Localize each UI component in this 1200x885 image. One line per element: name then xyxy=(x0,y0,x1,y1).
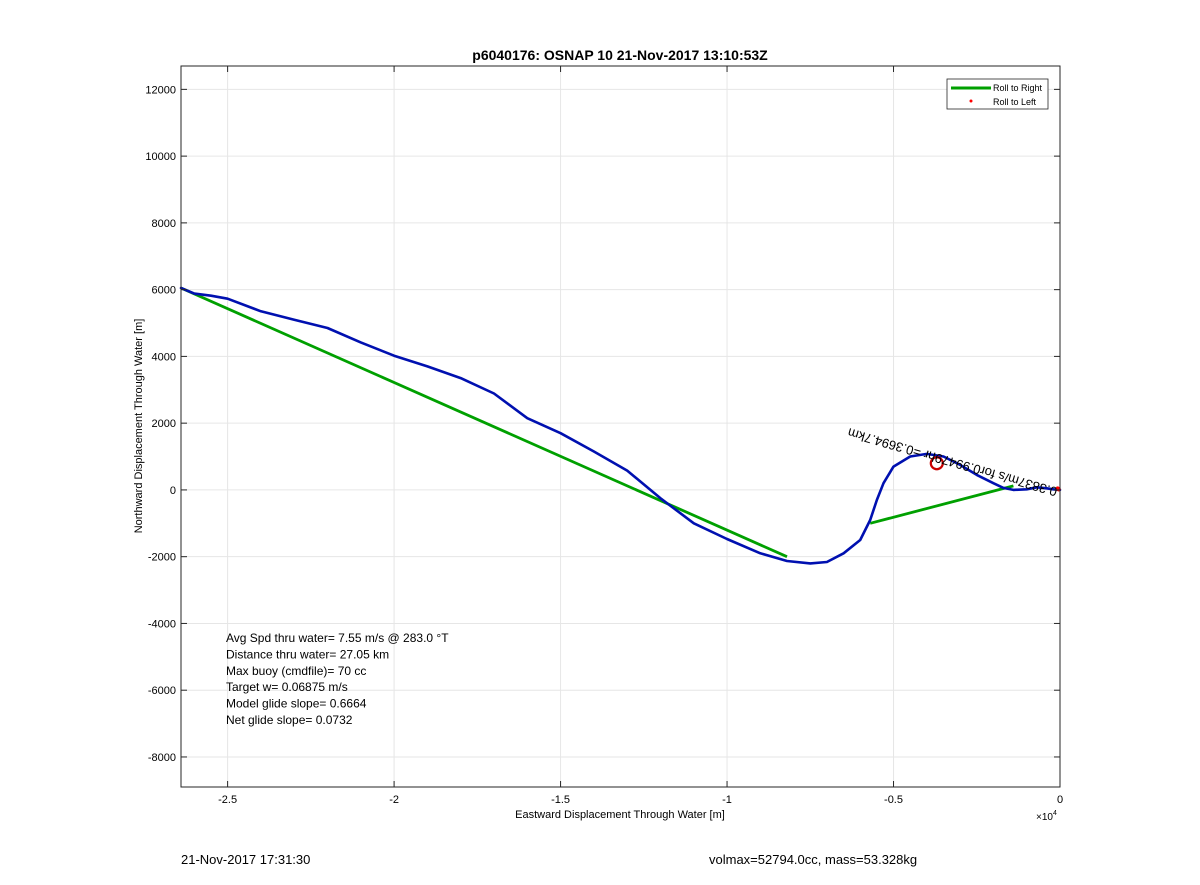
y-tick-label: 10000 xyxy=(145,151,176,163)
chart-title: p6040176: OSNAP 10 21-Nov-2017 13:10:53Z xyxy=(472,47,768,63)
y-tick-label: 8000 xyxy=(152,218,176,230)
y-tick-label: 6000 xyxy=(152,285,176,297)
axis-ticks: -2.5 -2 -1.5 -1 -0.5 0 -8000 -6000 -4000 -2000 0 20… xyxy=(145,66,1063,806)
stats-annotation-line: Distance thru water= 27.05 km xyxy=(226,647,389,661)
footer-timestamp: 21-Nov-2017 17:31:30 xyxy=(181,852,311,867)
legend-label-roll-right: Roll to Right xyxy=(993,83,1043,93)
x-tick-label: 0 xyxy=(1057,794,1063,806)
legend-swatch-roll-left xyxy=(969,99,973,103)
series-trajectory-line xyxy=(179,286,1062,565)
plot-area xyxy=(181,66,1060,787)
x-axis-exponent-power: 4 xyxy=(1053,810,1057,817)
y-tick-label: -4000 xyxy=(148,618,176,630)
plot-frame xyxy=(180,65,1061,788)
stats-annotation-line: Max buoy (cmdfile)= 70 cc xyxy=(226,664,366,678)
y-tick-label: 2000 xyxy=(152,418,176,430)
x-axis-label: Eastward Displacement Through Water [m] xyxy=(515,809,725,821)
series-roll-right-segment xyxy=(869,484,1014,525)
x-tick-label: -2 xyxy=(389,794,399,806)
stats-annotation-line: Net glide slope= 0.0732 xyxy=(226,713,353,727)
x-tick-label: -2.5 xyxy=(218,794,237,806)
x-tick-label: -1.5 xyxy=(551,794,570,806)
x-tick-label: -1 xyxy=(722,794,732,806)
y-tick-label: 12000 xyxy=(145,84,176,96)
legend: Roll to Right Roll to Left xyxy=(946,78,1049,110)
y-tick-label: 0 xyxy=(170,485,176,497)
y-tick-label: -8000 xyxy=(148,752,176,764)
y-axis-label: Northward Displacement Through Water [m] xyxy=(133,319,145,534)
legend-box xyxy=(946,78,1049,110)
stats-annotation-line: Model glide slope= 0.6664 xyxy=(226,697,367,711)
y-tick-label: -2000 xyxy=(148,552,176,564)
y-tick-label: -6000 xyxy=(148,685,176,697)
series-roll-right-segment xyxy=(180,286,788,558)
x-tick-label: -0.5 xyxy=(884,794,903,806)
footer-info: volmax=52794.0cc, mass=53.328kg xyxy=(709,852,918,867)
stats-annotations: Avg Spd thru water= 7.55 m/s @ 283.0 °T D… xyxy=(226,631,449,727)
x-axis-exponent: ×104 xyxy=(1036,810,1057,823)
y-tick-label: 4000 xyxy=(152,351,176,363)
target-marker xyxy=(929,456,944,471)
stats-annotation-line: Avg Spd thru water= 7.55 m/s @ 283.0 °T xyxy=(226,631,449,645)
legend-label-roll-left: Roll to Left xyxy=(993,97,1037,107)
stats-annotation-line: Target w= 0.06875 m/s xyxy=(226,680,348,694)
